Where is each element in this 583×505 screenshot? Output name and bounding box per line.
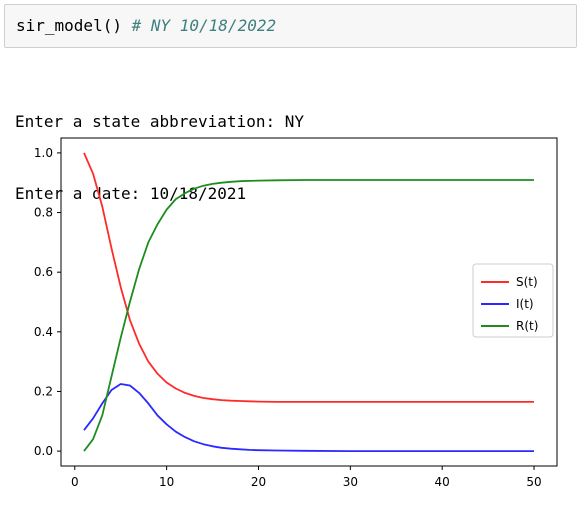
y-tick-label: 0.2: [34, 384, 53, 398]
x-tick-label: 0: [71, 475, 79, 489]
x-axis: 0 10 20 30 40 50: [71, 466, 542, 489]
y-tick-label: 0.6: [34, 265, 53, 279]
legend: S(t) I(t) R(t): [472, 263, 554, 338]
state-value: NY: [284, 112, 304, 131]
output-line-state: Enter a state abbreviation: NY: [15, 110, 304, 134]
x-tick-label: 50: [526, 475, 541, 489]
date-prompt: Enter a date:: [15, 184, 150, 203]
series-line-2: [83, 383, 534, 453]
date-value: 10/18/2021: [149, 184, 247, 203]
y-tick-label: 0.0: [34, 444, 53, 458]
plot-frame: [60, 137, 558, 467]
x-tick-label: 30: [343, 475, 358, 489]
y-tick-label: 1.0: [34, 146, 53, 160]
series-layer: [83, 152, 534, 453]
state-prompt: Enter a state abbreviation:: [15, 112, 285, 131]
y-tick-label: 0.4: [34, 325, 53, 339]
legend-label: S(t): [516, 275, 538, 289]
x-tick-label: 40: [435, 475, 450, 489]
legend-label: I(t): [516, 297, 534, 311]
code-cell[interactable]: sir_model() # NY 10/18/2022: [4, 4, 577, 48]
y-axis: 0.0 0.2 0.4 0.6 0.8 1.0: [34, 146, 61, 458]
series-line-1: [83, 152, 534, 403]
code-call: sir_model(): [16, 16, 122, 35]
code-line[interactable]: sir_model() # NY 10/18/2022: [16, 16, 276, 35]
y-tick-label: 0.8: [34, 206, 53, 220]
legend-label: R(t): [516, 319, 538, 333]
series-line-3: [83, 179, 534, 452]
output-line-date: Enter a date: 10/18/2021: [15, 182, 304, 206]
cell-output: Enter a state abbreviation: NY Enter a d…: [15, 62, 304, 230]
code-comment: # NY 10/18/2022: [121, 16, 277, 35]
x-tick-label: 10: [159, 475, 174, 489]
x-tick-label: 20: [251, 475, 266, 489]
